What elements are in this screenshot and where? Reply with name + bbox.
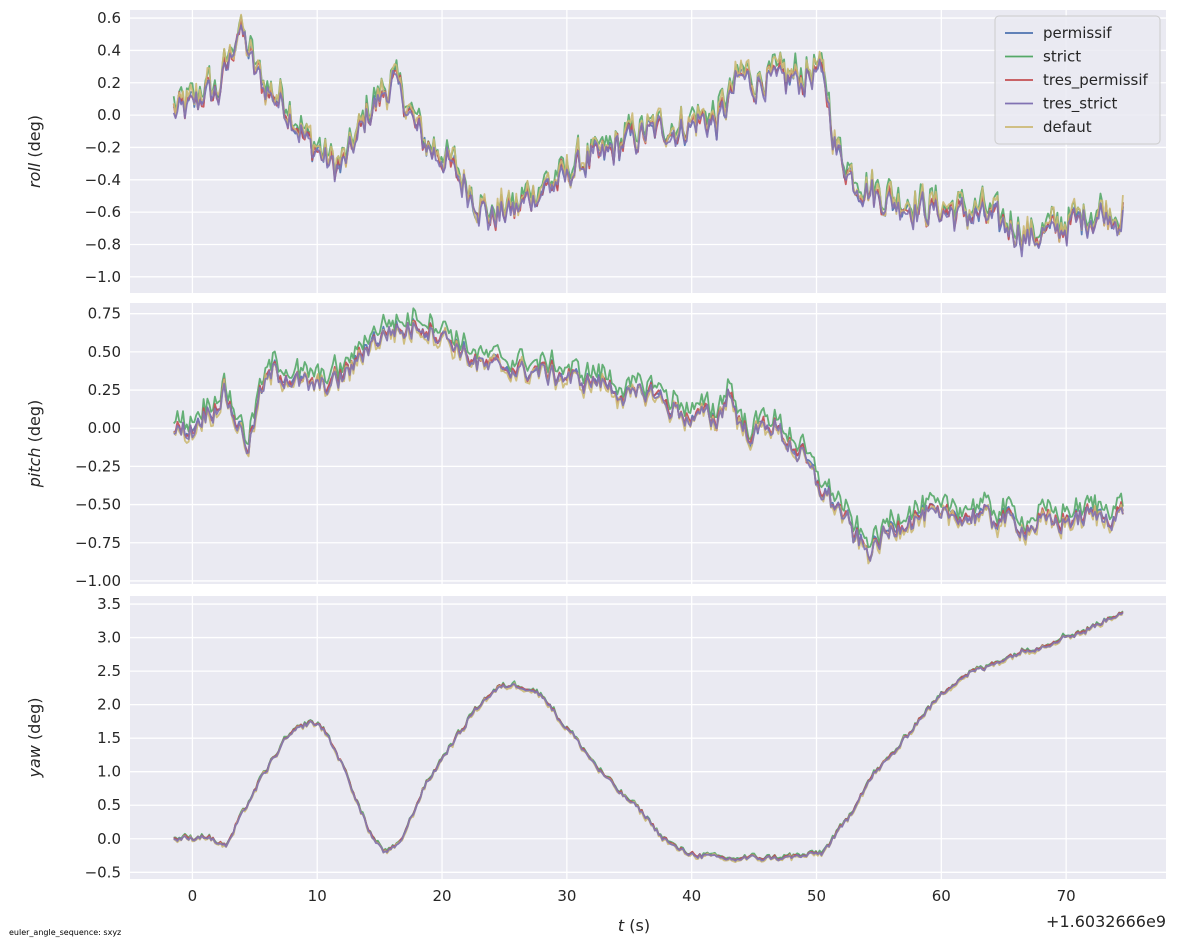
- series-line-tres_strict-yaw: [173, 611, 1124, 862]
- y-tick-label-roll: 0.4: [97, 41, 121, 59]
- x-tick-label: 60: [932, 887, 951, 905]
- y-tick-label-yaw: 3.0: [97, 629, 121, 647]
- y-axis-var: yaw: [25, 744, 44, 778]
- x-tick-label: 20: [433, 887, 452, 905]
- subplot-pitch: −1.00 −0.75 −0.50 −0.25 0.00 0.25 0.50 0.75 pitc…: [25, 303, 1166, 590]
- legend-label-tres_permissif: tres_permissif: [1043, 71, 1148, 90]
- y-tick-label-roll: −0.8: [85, 235, 121, 253]
- y-tick-label-roll: −1.0: [85, 268, 121, 286]
- x-offset-label: +1.6032666e9: [1046, 912, 1166, 931]
- y-tick-label-yaw: 2.5: [97, 662, 121, 680]
- y-tick-label-pitch: −0.25: [75, 457, 121, 475]
- series-line-strict-pitch: [173, 307, 1124, 549]
- y-tick-label-roll: −0.2: [85, 138, 121, 156]
- y-tick-label-yaw: 2.0: [97, 696, 121, 714]
- x-tick-label: 40: [682, 887, 701, 905]
- x-axis-label: t (s): [618, 916, 650, 935]
- y-axis-label-roll: roll (deg): [25, 115, 44, 188]
- series-line-tres_strict-pitch: [173, 321, 1124, 562]
- legend-label-defaut: defaut: [1043, 118, 1092, 136]
- y-axis-unit: (deg): [25, 400, 44, 448]
- y-tick-label-pitch: −0.75: [75, 534, 121, 552]
- legend: permissif strict tres_permissif tres_strict…: [994, 15, 1161, 145]
- x-tick-label: 30: [557, 887, 576, 905]
- y-axis-label-pitch: pitch (deg): [25, 400, 44, 489]
- y-tick-label-yaw: 3.5: [97, 595, 121, 613]
- y-tick-label-roll: −0.6: [85, 203, 121, 221]
- series-line-defaut-roll: [172, 13, 1124, 250]
- x-axis-unit: (s): [624, 916, 650, 935]
- legend-label-strict: strict: [1043, 48, 1081, 66]
- y-tick-label-yaw: 1.0: [97, 763, 121, 781]
- subplot-yaw: −0.5 0.0 0.5 1.0 1.5 2.0 2.5 3.0 3.5 yaw (deg) 0 10…: [25, 595, 1166, 905]
- x-axis-var: t: [618, 916, 625, 935]
- series-group-pitch: [172, 307, 1124, 565]
- y-tick-label-pitch: −1.00: [75, 572, 121, 590]
- y-axis-var: roll: [25, 162, 44, 188]
- series-group-yaw: [173, 610, 1124, 863]
- y-axis-label-yaw: yaw (deg): [25, 697, 44, 778]
- y-tick-label-yaw: 0.0: [97, 830, 121, 848]
- legend-label-tres_strict: tres_strict: [1043, 95, 1118, 114]
- y-tick-label-pitch: 0.50: [88, 343, 121, 361]
- series-group-roll: [172, 13, 1124, 258]
- y-tick-label-yaw: 1.5: [97, 729, 121, 747]
- series-line-tres_strict-roll: [172, 24, 1124, 258]
- x-tick-label: 0: [188, 887, 198, 905]
- x-tick-label: 70: [1057, 887, 1076, 905]
- x-tick-label: 10: [308, 887, 327, 905]
- y-axis-var: pitch: [25, 447, 44, 488]
- plot-background-roll: [130, 10, 1166, 293]
- y-axis-unit: (deg): [25, 697, 44, 745]
- legend-box: [994, 15, 1161, 145]
- y-tick-label-yaw: −0.5: [85, 863, 121, 881]
- y-tick-label-pitch: 0.75: [88, 305, 121, 323]
- legend-label-permissif: permissif: [1043, 24, 1112, 42]
- footnote: euler_angle_sequence: sxyz: [9, 928, 122, 937]
- plot-background-pitch: [130, 303, 1166, 584]
- y-tick-label-roll: 0.2: [97, 74, 121, 92]
- y-tick-label-pitch: 0.00: [88, 419, 121, 437]
- subplot-roll: −1.0 −0.8 −0.6 −0.4 −0.2 0.0 0.2 0.4 0.6 roll (de…: [25, 9, 1166, 293]
- y-tick-label-yaw: 0.5: [97, 796, 121, 814]
- y-tick-label-roll: 0.6: [97, 9, 121, 27]
- plot-background-yaw: [130, 596, 1166, 879]
- y-tick-label-pitch: 0.25: [88, 381, 121, 399]
- y-tick-label-roll: −0.4: [85, 171, 121, 189]
- x-tick-label: 50: [807, 887, 826, 905]
- y-tick-label-roll: 0.0: [97, 106, 121, 124]
- y-tick-label-pitch: −0.50: [75, 496, 121, 514]
- y-axis-unit: (deg): [25, 115, 44, 163]
